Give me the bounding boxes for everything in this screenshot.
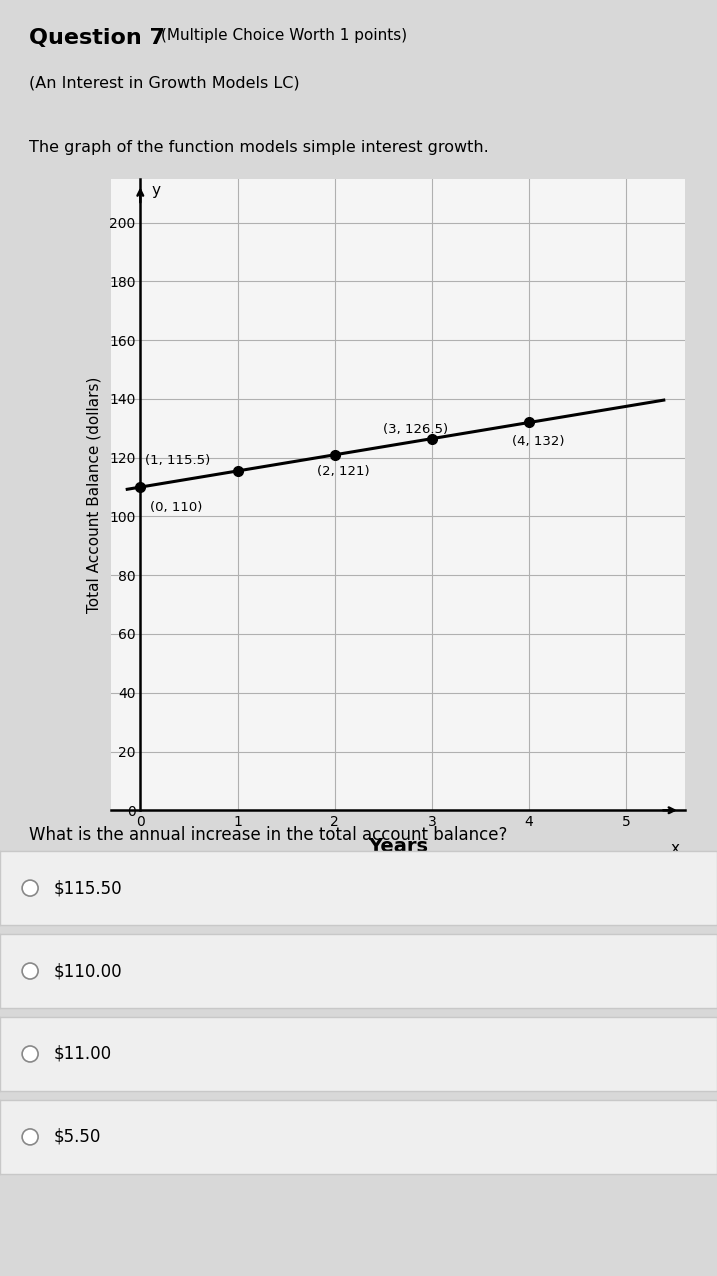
Text: $115.50: $115.50 — [54, 879, 123, 897]
Text: The graph of the function models simple interest growth.: The graph of the function models simple … — [29, 140, 488, 156]
Ellipse shape — [22, 1129, 38, 1145]
Text: $11.00: $11.00 — [54, 1045, 112, 1063]
X-axis label: Years: Years — [368, 837, 428, 856]
Text: $110.00: $110.00 — [54, 962, 123, 980]
Text: (An Interest in Growth Models LC): (An Interest in Growth Models LC) — [29, 75, 299, 91]
Text: x: x — [670, 841, 680, 856]
Text: (Multiple Choice Worth 1 points): (Multiple Choice Worth 1 points) — [161, 28, 407, 43]
Ellipse shape — [22, 963, 38, 979]
Text: Question 7: Question 7 — [29, 28, 165, 48]
Text: (4, 132): (4, 132) — [512, 435, 564, 448]
Text: (1, 115.5): (1, 115.5) — [145, 453, 210, 467]
Y-axis label: Total Account Balance (dollars): Total Account Balance (dollars) — [87, 376, 102, 612]
Ellipse shape — [22, 880, 38, 896]
Text: (0, 110): (0, 110) — [150, 500, 202, 514]
Text: (2, 121): (2, 121) — [317, 466, 370, 478]
Text: y: y — [152, 182, 161, 198]
Ellipse shape — [22, 1046, 38, 1062]
Text: What is the annual increase in the total account balance?: What is the annual increase in the total… — [29, 826, 507, 843]
Text: $5.50: $5.50 — [54, 1128, 101, 1146]
Text: (3, 126.5): (3, 126.5) — [384, 422, 448, 436]
